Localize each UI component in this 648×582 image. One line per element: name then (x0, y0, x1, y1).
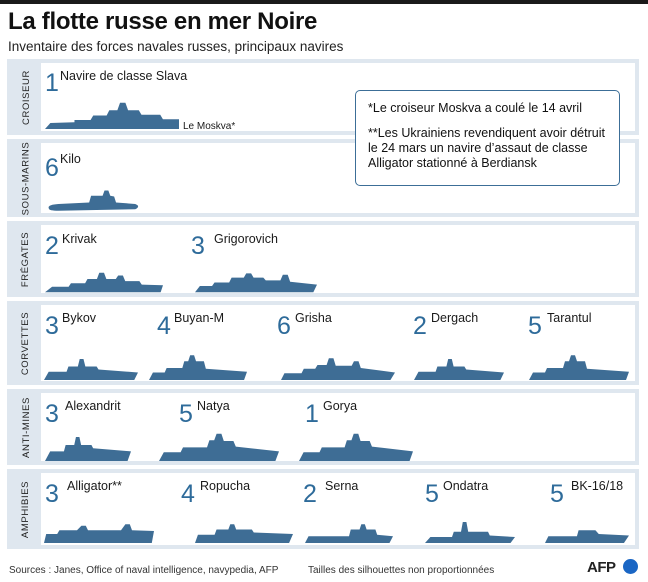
category-label: Croiseur (20, 69, 32, 125)
ship-hull-shape (44, 524, 154, 543)
ship-silhouette (281, 358, 395, 380)
category-label: Sous-marins (20, 141, 32, 215)
ship-count: 6 (45, 154, 59, 182)
ship-silhouette (45, 102, 179, 129)
ship-silhouette (195, 524, 293, 543)
ship-name: Gorya (323, 399, 358, 413)
ship-count: 1 (45, 69, 59, 97)
footnote-box: *Le croiseur Moskva a coulé le 14 avril … (355, 90, 620, 186)
ship-silhouette (45, 272, 163, 293)
ship-count: 2 (413, 312, 427, 340)
ship-silhouette (149, 355, 247, 380)
ship-count: 4 (181, 480, 195, 508)
category-row-fregates: Frégates 2 Krivak 3 Grigorovich (7, 221, 639, 297)
ship-hull-shape (195, 524, 293, 543)
top-rule (0, 0, 648, 4)
ship-hull-shape (45, 437, 131, 461)
ship-silhouette (159, 433, 279, 461)
ship-count: 3 (45, 480, 59, 508)
ship-count: 5 (528, 312, 542, 340)
ship-name: Alligator** (67, 479, 122, 493)
afp-logo-dot (623, 559, 638, 574)
ship-hull-shape (545, 530, 629, 543)
ship-silhouette (305, 524, 393, 543)
ship-silhouette (545, 530, 629, 543)
ship-annotation: Le Moskva* (183, 121, 236, 132)
category-label: Amphibies (20, 480, 32, 538)
ship-name: Buyan-M (174, 311, 225, 325)
ship-silhouette (44, 524, 154, 543)
ship-hull-shape (195, 273, 317, 293)
ship-count: 3 (45, 312, 59, 340)
ship-count: 4 (157, 312, 171, 340)
row-content: 3 Bykov 4 Buyan-M 6 Grisha 2 Dergach 5 T… (41, 305, 635, 381)
category-label: Frégates (20, 231, 32, 287)
scale-note: Tailles des silhouettes non proportionné… (308, 565, 495, 576)
ship-name: Serna (325, 479, 359, 493)
ship-silhouette (529, 355, 629, 380)
chart-subtitle: Inventaire des forces navales russes, pr… (8, 39, 344, 54)
ship-silhouette (195, 273, 317, 293)
ship-hull-shape (149, 355, 247, 380)
ship-name: Navire de classe Slava (60, 69, 188, 83)
ship-name: Grigorovich (214, 232, 278, 246)
ship-silhouette (414, 359, 504, 380)
category-label: Anti-mines (20, 396, 32, 458)
footnote-alligator: **Les Ukrainiens revendiquent avoir détr… (368, 126, 605, 170)
category-label: Corvettes (20, 311, 32, 375)
ship-hull-shape (159, 433, 279, 461)
ship-name: Ondatra (443, 479, 489, 493)
ship-hull-shape (414, 359, 504, 380)
ship-hull-shape (425, 522, 515, 543)
ship-name: Alexandrit (65, 399, 121, 413)
ship-count: 2 (303, 480, 317, 508)
chart-title: La flotte russe en mer Noire (8, 8, 318, 35)
ship-hull-shape (299, 433, 413, 461)
ship-count: 2 (45, 232, 59, 260)
ship-hull-shape (44, 359, 138, 380)
ship-name: Ropucha (200, 479, 251, 493)
ship-count: 1 (305, 400, 319, 428)
ship-count: 5 (179, 400, 193, 428)
ship-count: 5 (550, 480, 564, 508)
ship-count: 3 (45, 400, 59, 428)
ship-name: Krivak (62, 232, 97, 246)
ship-name: Natya (197, 399, 230, 413)
ship-silhouette (299, 433, 413, 461)
ship-hull-shape (48, 190, 139, 211)
afp-logo: AFP (587, 559, 616, 576)
ship-hull-shape (529, 355, 629, 380)
row-content: 2 Krivak 3 Grigorovich (41, 225, 635, 293)
category-row-corvettes: Corvettes 3 Bykov 4 Buyan-M 6 Grisha 2 D… (7, 301, 639, 385)
ship-name: Tarantul (547, 311, 592, 325)
ship-name: Kilo (60, 152, 81, 166)
ship-count: 3 (191, 232, 205, 260)
ship-name: Bykov (62, 311, 97, 325)
row-content: 3 Alexandrit 5 Natya 1 Gorya (41, 393, 635, 461)
ship-hull-shape (45, 272, 163, 293)
row-content: 3 Alligator** 4 Ropucha 2 Serna 5 Ondatr… (41, 473, 635, 545)
sources: Sources : Janes, Office of naval intelli… (9, 565, 279, 576)
ship-silhouette (45, 437, 131, 461)
ship-name: Grisha (295, 311, 332, 325)
ship-name: Dergach (431, 311, 479, 325)
ship-silhouette (425, 522, 515, 543)
ship-count: 5 (425, 480, 439, 508)
ship-hull-shape (281, 358, 395, 380)
category-row-anti-mines: Anti-mines 3 Alexandrit 5 Natya 1 Gorya (7, 389, 639, 465)
ship-silhouette (44, 359, 138, 380)
category-row-amphibies: Amphibies 3 Alligator** 4 Ropucha 2 Sern… (7, 469, 639, 549)
ship-name: BK-16/18 (571, 479, 624, 493)
ship-hull-shape (305, 524, 393, 543)
ship-silhouette (48, 190, 139, 211)
ship-hull-shape (45, 102, 179, 129)
ship-count: 6 (277, 312, 291, 340)
footnote-moskva: *Le croiseur Moskva a coulé le 14 avril (368, 101, 582, 115)
